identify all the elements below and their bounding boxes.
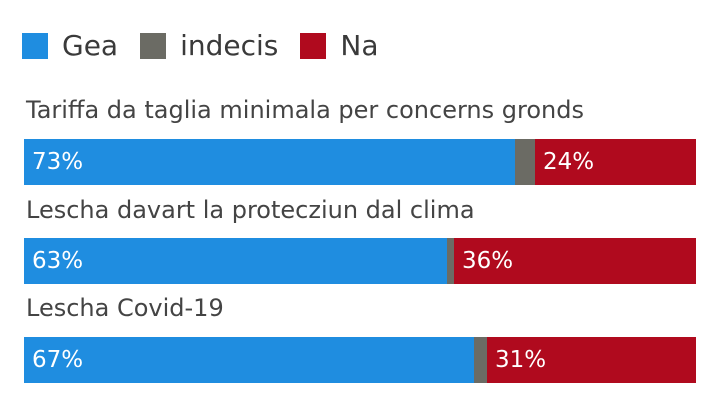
- stacked-bar-0: 73% 24%: [24, 139, 696, 185]
- bar-segment-yes: 63%: [24, 238, 447, 284]
- legend-swatch-undecided: [140, 33, 167, 59]
- chart-row-1: Lescha davart la protecziun dal clima 63…: [24, 195, 696, 284]
- bar-segment-yes: 67%: [24, 337, 474, 383]
- bar-segment-yes: 73%: [24, 139, 515, 185]
- stacked-bar-1: 63% 36%: [24, 238, 696, 284]
- legend-label-no: Na: [340, 29, 379, 62]
- bar-value-label-no: 31%: [495, 347, 547, 373]
- legend-item-no: Na: [300, 28, 379, 64]
- row-title-0: Tariffa da taglia minimala per concerns …: [26, 96, 584, 124]
- row-title-2: Lescha Covid-19: [26, 294, 224, 322]
- bar-value-label-yes: 73%: [32, 149, 84, 175]
- bar-value-label-no: 36%: [462, 248, 514, 274]
- legend-swatch-yes: [22, 33, 48, 59]
- bar-segment-no: 36%: [454, 238, 696, 284]
- bar-segment-undecided: [474, 337, 487, 383]
- legend-label-yes: Gea: [62, 29, 119, 62]
- stacked-bar-2: 67% 31%: [24, 337, 696, 383]
- legend-item-yes: Gea: [22, 28, 118, 64]
- chart-row-0: Tariffa da taglia minimala per concerns …: [24, 95, 696, 185]
- bar-value-label-yes: 63%: [32, 248, 84, 274]
- row-title-1: Lescha davart la protecziun dal clima: [26, 196, 475, 224]
- bar-segment-undecided: [447, 238, 454, 284]
- bar-segment-no: 31%: [487, 337, 696, 383]
- bar-value-label-no: 24%: [543, 149, 595, 175]
- legend-label-undecided: indecis: [180, 29, 279, 62]
- bar-segment-undecided: [515, 139, 535, 185]
- chart-legend: Gea indecis Na: [22, 28, 401, 64]
- bar-value-label-yes: 67%: [32, 347, 84, 373]
- legend-item-undecided: indecis: [140, 28, 278, 64]
- chart-row-2: Lescha Covid-19 67% 31%: [24, 293, 696, 383]
- legend-swatch-no: [300, 33, 327, 59]
- bar-segment-no: 24%: [535, 139, 696, 185]
